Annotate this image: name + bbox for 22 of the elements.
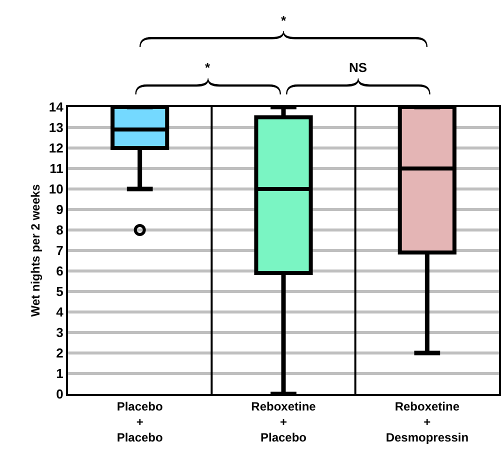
y-tick-label: 7 [56,243,64,258]
text: * [281,13,287,28]
y-tick-label: 2 [56,346,64,361]
y-tick-label: 0 [56,386,64,402]
x-tick-label: Placebo + Placebo [116,399,163,445]
y-tick-label: 12 [48,140,64,156]
text: NS [349,60,368,75]
y-tick-label: 13 [48,120,64,136]
y-tick-label: 11 [50,161,64,176]
y-tick-label: 8 [56,222,64,238]
y-tick-label: 4 [56,304,64,320]
y-tick-label: 3 [56,325,64,340]
text: * [205,60,211,75]
y-tick-label: 14 [48,100,64,115]
y-tick-label: 6 [56,264,64,279]
x-tick-label: Reboxetine + Desmopressin [386,399,469,445]
y-tick-label: 1 [56,366,64,382]
y-tick-label: 10 [48,182,64,197]
y-tick-label: 9 [56,202,64,218]
x-tick-label: Reboxetine + Placebo [251,399,316,445]
y-tick-label: 5 [56,284,64,300]
y-axis-title: Wet nights per 2 weeks [28,184,43,317]
